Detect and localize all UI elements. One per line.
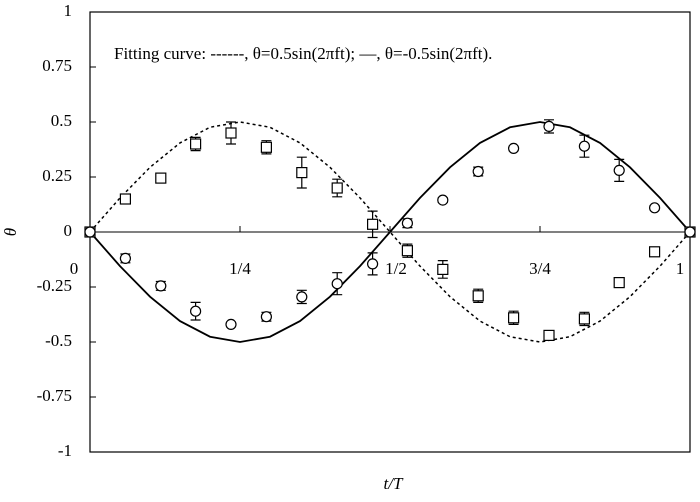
circle-marker bbox=[367, 258, 379, 270]
circle-marker bbox=[578, 140, 591, 152]
square-marker bbox=[401, 245, 413, 257]
circle-marker bbox=[225, 318, 237, 330]
y-tick-label: 0 bbox=[64, 221, 73, 240]
square-marker bbox=[578, 313, 591, 325]
circle-marker bbox=[260, 311, 272, 323]
circle-marker bbox=[648, 202, 661, 214]
circle-marker bbox=[119, 252, 132, 264]
square-marker bbox=[225, 127, 237, 139]
y-tick-label: 1 bbox=[64, 1, 73, 20]
circle-marker bbox=[190, 305, 202, 317]
circle-marker bbox=[84, 226, 96, 238]
square-marker bbox=[472, 290, 484, 302]
x-tick-label: 0 bbox=[70, 259, 79, 278]
fit-curve-solid bbox=[89, 121, 691, 343]
y-tick-label: 0.25 bbox=[42, 166, 72, 185]
y-tick-label: 0.75 bbox=[42, 56, 72, 75]
circle-marker bbox=[331, 278, 343, 290]
square-marker bbox=[613, 277, 625, 289]
square-marker bbox=[155, 172, 167, 184]
y-tick-label: -0.5 bbox=[45, 331, 72, 350]
square-marker bbox=[119, 193, 132, 205]
circle-marker bbox=[437, 194, 449, 206]
x-tick-label: 3/4 bbox=[529, 259, 551, 278]
x-axis-label: t/T bbox=[384, 474, 404, 493]
y-tick-label: -0.25 bbox=[37, 276, 72, 295]
square-marker bbox=[648, 246, 661, 258]
square-marker bbox=[543, 329, 555, 341]
circle-marker bbox=[472, 165, 484, 178]
circle-marker bbox=[155, 280, 167, 292]
circle-marker bbox=[507, 142, 520, 154]
x-tick-label: 1/2 bbox=[385, 259, 407, 278]
y-axis-label: θ bbox=[1, 228, 20, 236]
square-marker bbox=[296, 167, 308, 179]
x-tick-label: 1/4 bbox=[229, 259, 251, 278]
square-marker bbox=[190, 138, 202, 150]
annotation: Fitting curve: ------, θ=0.5sin(2πft); —… bbox=[114, 44, 492, 63]
circle-marker bbox=[401, 217, 413, 229]
x-tick-label: 1 bbox=[676, 259, 685, 278]
y-tick-label: -1 bbox=[58, 441, 72, 460]
square-marker bbox=[260, 141, 272, 153]
square-marker bbox=[508, 312, 520, 324]
square-marker bbox=[437, 263, 449, 275]
circle-marker bbox=[543, 120, 555, 133]
circle-marker bbox=[684, 226, 696, 238]
square-marker bbox=[331, 182, 343, 194]
circle-marker bbox=[613, 164, 625, 176]
square-marker bbox=[367, 218, 379, 230]
fit-curve-dotted bbox=[89, 121, 691, 343]
circle-marker bbox=[296, 291, 308, 303]
y-tick-label: 0.5 bbox=[51, 111, 72, 130]
y-tick-label: -0.75 bbox=[37, 386, 72, 405]
